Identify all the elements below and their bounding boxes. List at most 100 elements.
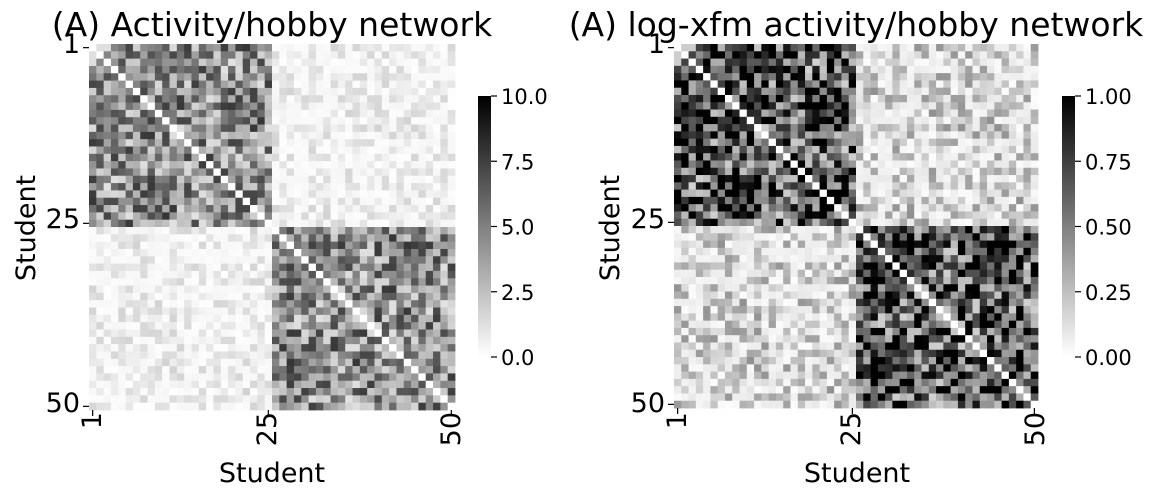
heatmap-cell xyxy=(1002,277,1010,285)
heatmap-cell xyxy=(776,153,784,161)
heatmap-cell xyxy=(418,168,426,176)
heatmap-cell xyxy=(301,264,309,272)
heatmap-cell xyxy=(987,284,995,292)
heatmap-cell xyxy=(96,381,104,389)
heatmap-cell xyxy=(331,139,339,147)
heatmap-cell xyxy=(191,278,199,286)
heatmap-cell xyxy=(323,373,331,381)
heatmap-cell xyxy=(943,321,951,329)
heatmap-cell xyxy=(206,176,214,184)
heatmap-cell xyxy=(871,350,879,358)
heatmap-cell xyxy=(374,117,382,125)
heatmap-cell xyxy=(338,44,346,52)
heatmap-cell xyxy=(279,220,287,228)
heatmap-cell xyxy=(725,204,733,212)
heatmap-cell xyxy=(294,337,302,345)
heatmap-cell xyxy=(871,299,879,307)
heatmap-cell xyxy=(681,175,689,183)
heatmap-cell xyxy=(243,366,251,374)
heatmap-cell xyxy=(360,132,368,140)
heatmap-cell xyxy=(696,364,704,372)
heatmap-cell xyxy=(213,220,221,228)
heatmap-cell xyxy=(805,44,813,52)
heatmap-cell xyxy=(418,293,426,301)
heatmap-cell xyxy=(191,315,199,323)
heatmap-cell xyxy=(812,160,820,168)
heatmap-cell xyxy=(1023,51,1031,59)
heatmap-cell xyxy=(133,88,141,96)
heatmap-cell xyxy=(184,73,192,81)
heatmap-cell xyxy=(841,146,849,154)
heatmap-cell xyxy=(126,117,134,125)
heatmap-cell xyxy=(1002,80,1010,88)
heatmap-cell xyxy=(841,248,849,256)
heatmap-cell xyxy=(389,161,397,169)
heatmap-cell xyxy=(929,262,937,270)
heatmap-cell xyxy=(900,102,908,110)
heatmap-cell xyxy=(812,393,820,401)
heatmap-cell xyxy=(929,211,937,219)
heatmap-cell xyxy=(827,292,835,300)
heatmap-cell xyxy=(396,388,404,396)
heatmap-cell xyxy=(885,175,893,183)
heatmap-cell xyxy=(689,190,697,198)
heatmap-cell xyxy=(783,321,791,329)
heatmap-cell xyxy=(980,277,988,285)
heatmap-cell xyxy=(856,292,864,300)
heatmap-cell xyxy=(1009,197,1017,205)
heatmap-cell xyxy=(148,388,156,396)
heatmap-cell xyxy=(440,168,448,176)
heatmap-cell xyxy=(440,59,448,67)
heatmap-cell xyxy=(936,372,944,380)
heatmap-cell xyxy=(323,381,331,389)
heatmap-cell xyxy=(287,278,295,286)
heatmap-cell xyxy=(980,262,988,270)
heatmap-cell xyxy=(148,351,156,359)
heatmap-cell xyxy=(841,197,849,205)
heatmap-cell xyxy=(674,153,682,161)
heatmap-cell xyxy=(878,197,886,205)
heatmap-cell xyxy=(936,175,944,183)
heatmap-cell xyxy=(433,132,441,140)
heatmap-cell xyxy=(900,233,908,241)
heatmap-cell xyxy=(1016,175,1024,183)
heatmap-cell xyxy=(411,183,419,191)
heatmap-cell xyxy=(718,248,726,256)
heatmap-cell xyxy=(856,102,864,110)
heatmap-cell xyxy=(279,168,287,176)
heatmap-cell xyxy=(892,124,900,132)
heatmap-cell xyxy=(747,146,755,154)
heatmap-cell xyxy=(703,168,711,176)
heatmap-cell xyxy=(177,212,185,220)
heatmap-cell xyxy=(301,103,309,111)
heatmap-cell xyxy=(345,220,353,228)
heatmap-cell xyxy=(980,153,988,161)
heatmap-cell xyxy=(1031,153,1039,161)
heatmap-cell xyxy=(965,139,973,147)
heatmap-cell xyxy=(382,249,390,257)
heatmap-cell xyxy=(294,51,302,59)
heatmap-cell xyxy=(331,88,339,96)
heatmap-cell xyxy=(769,270,777,278)
heatmap-cell xyxy=(820,153,828,161)
heatmap-cell xyxy=(118,249,126,257)
heatmap-cell xyxy=(184,249,192,257)
heatmap-cell xyxy=(972,226,980,234)
heatmap-cell xyxy=(162,403,170,411)
heatmap-cell xyxy=(191,351,199,359)
heatmap-cell xyxy=(820,292,828,300)
heatmap-cell xyxy=(265,344,273,352)
heatmap-cell xyxy=(396,329,404,337)
heatmap-cell xyxy=(440,329,448,337)
heatmap-cell xyxy=(885,364,893,372)
heatmap-cell xyxy=(718,262,726,270)
heatmap-cell xyxy=(301,66,309,74)
heatmap-cell xyxy=(689,197,697,205)
heatmap-cell xyxy=(747,328,755,336)
heatmap-cell xyxy=(754,197,762,205)
heatmap-cell xyxy=(433,183,441,191)
heatmap-cell xyxy=(827,80,835,88)
heatmap-cell xyxy=(118,373,126,381)
heatmap-cell xyxy=(849,262,857,270)
heatmap-cell xyxy=(965,95,973,103)
